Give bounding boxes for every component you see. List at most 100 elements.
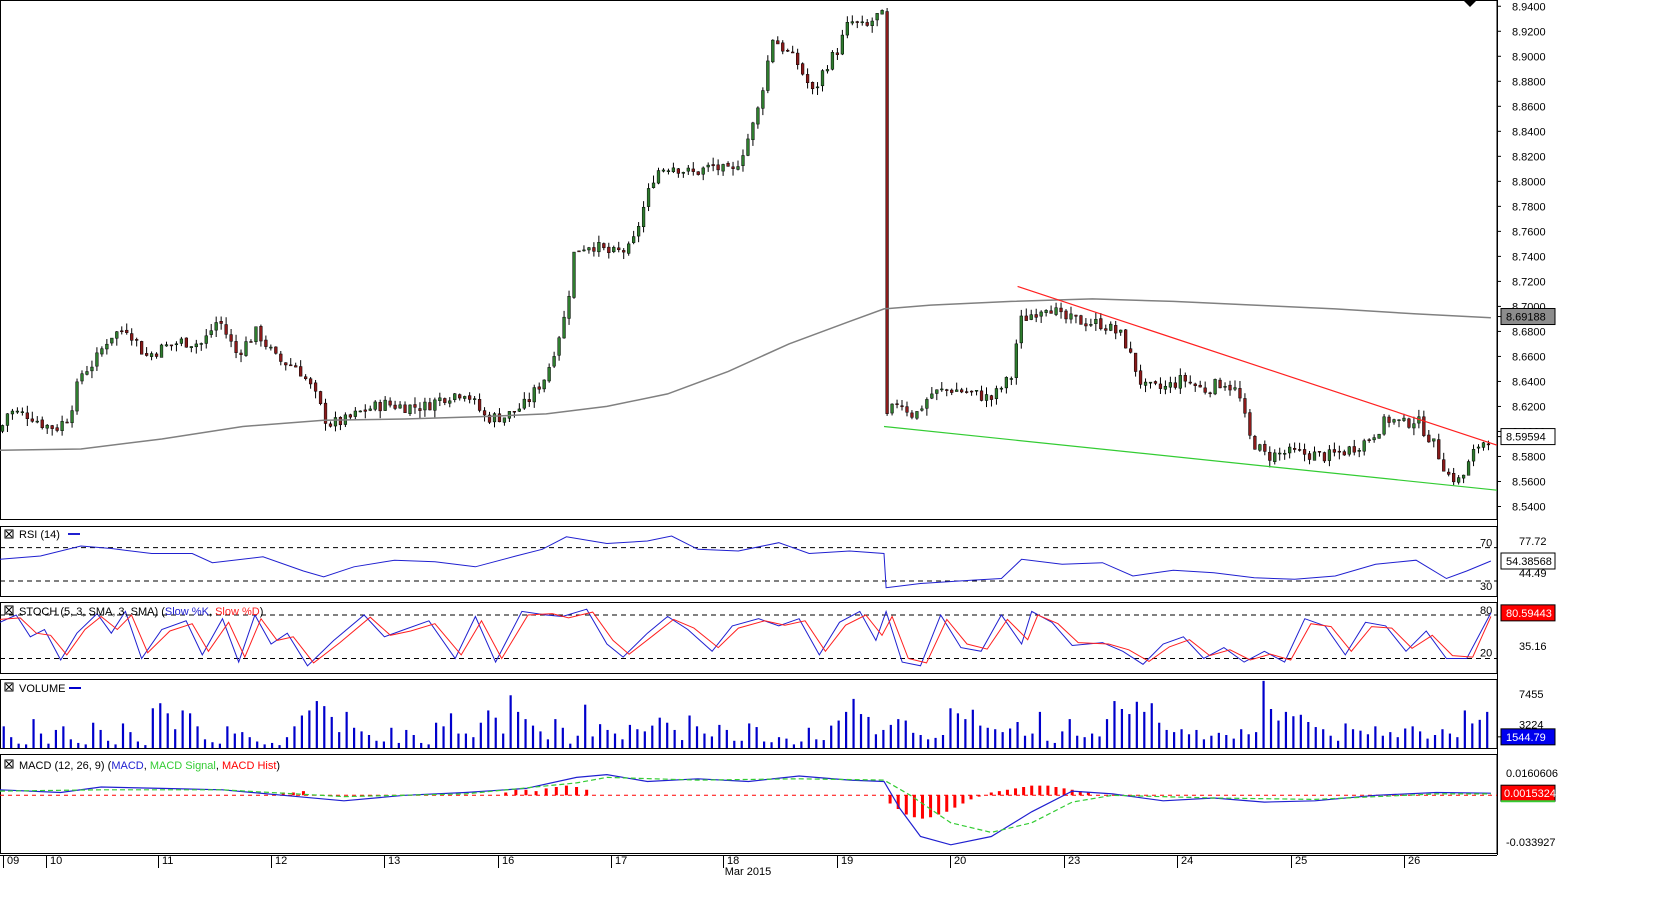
x-tick-label: 09 xyxy=(7,855,19,867)
candle-body xyxy=(487,414,492,423)
macd-legend: MACD (12, 26, 9) (MACD, MACD Signal, MAC… xyxy=(4,759,280,772)
candle-body xyxy=(845,22,849,36)
candle-body xyxy=(25,412,29,419)
candle-body xyxy=(522,398,526,409)
candle-body xyxy=(1377,433,1381,439)
candle-body xyxy=(1317,451,1322,453)
price-tick-label: 8.8400 xyxy=(1512,126,1546,138)
rsi-tick-label: 77.72 xyxy=(1519,536,1547,548)
macd-hist-legend: MACD Hist xyxy=(222,760,276,772)
volume-value-tag xyxy=(1500,728,1556,746)
candle-body xyxy=(820,70,825,87)
candle-body xyxy=(656,170,661,184)
candle-body xyxy=(567,295,571,319)
rsi-tick-label: 44.49 xyxy=(1519,568,1547,580)
candle-body xyxy=(1069,313,1073,320)
candle-body xyxy=(1173,382,1177,388)
candle-body xyxy=(512,411,516,413)
candle-body xyxy=(1288,446,1292,454)
candle-body xyxy=(204,335,208,344)
rsi-toggle-icon[interactable] xyxy=(4,529,14,539)
candle-body xyxy=(1119,329,1123,333)
stoch-d-legend: Slow %D xyxy=(215,606,260,618)
candle-body xyxy=(60,421,64,431)
candle-body xyxy=(154,353,159,357)
candle-body xyxy=(1064,310,1068,320)
candle-body xyxy=(810,82,815,90)
candle-body xyxy=(159,344,164,358)
candle-body xyxy=(50,425,54,429)
candle-body xyxy=(940,388,944,391)
price-tick-label: 8.6600 xyxy=(1512,351,1546,363)
stoch-toggle-icon[interactable] xyxy=(4,605,14,615)
stoch-level-label: 20 xyxy=(1480,648,1492,660)
candle-body xyxy=(1372,437,1376,441)
candle-body xyxy=(1412,423,1416,429)
price-tick-label: 8.9200 xyxy=(1512,26,1546,38)
candle-body xyxy=(304,376,308,379)
volume-toggle-icon[interactable] xyxy=(4,682,14,692)
candle-body xyxy=(393,404,397,409)
x-tick-label: 25 xyxy=(1295,855,1307,867)
candle-body xyxy=(547,367,551,382)
candle-body xyxy=(55,427,59,431)
candle-body xyxy=(706,164,710,168)
candle-body xyxy=(895,403,899,405)
candle-body xyxy=(766,60,770,91)
candle-body xyxy=(5,413,10,426)
candle-body xyxy=(1019,315,1023,344)
candle-body xyxy=(477,399,482,411)
price-tick-label: 8.8000 xyxy=(1512,176,1546,188)
candle-body xyxy=(105,343,109,350)
candle-body xyxy=(80,373,84,382)
candle-body xyxy=(169,344,174,347)
candle-body xyxy=(244,341,248,356)
candle-body xyxy=(979,390,984,401)
candle-body xyxy=(254,326,258,342)
candle-body xyxy=(120,330,124,333)
candle-body xyxy=(572,251,576,298)
candle-body xyxy=(910,412,914,418)
candle-body xyxy=(1104,328,1108,331)
candle-body xyxy=(950,389,954,393)
candle-body xyxy=(1278,452,1282,455)
candle-body xyxy=(1476,446,1481,449)
candle-body xyxy=(1486,443,1491,446)
candle-body xyxy=(363,409,367,412)
close-icon xyxy=(5,683,13,691)
candle-body xyxy=(597,242,601,253)
price-tick-label: 8.8800 xyxy=(1512,76,1546,88)
candle-body xyxy=(776,40,780,45)
candle-body xyxy=(30,418,34,422)
rsi-value-tag xyxy=(1500,552,1556,570)
candle-body xyxy=(1466,461,1471,476)
candle-body xyxy=(999,387,1004,390)
candle-body xyxy=(264,339,268,347)
candle-body xyxy=(746,138,750,156)
candle-body xyxy=(1302,449,1307,455)
candle-body xyxy=(691,168,695,172)
candle-body xyxy=(229,334,233,342)
candle-body xyxy=(1143,381,1148,386)
candle-body xyxy=(830,52,835,70)
price-tick-label: 8.7400 xyxy=(1512,251,1546,263)
candle-body xyxy=(1193,383,1197,386)
candle-body xyxy=(1124,329,1128,349)
macd-toggle-icon[interactable] xyxy=(4,759,14,769)
rsi-line xyxy=(0,535,1492,589)
stoch-panel: 80 20 xyxy=(0,605,1497,667)
candle-body xyxy=(1188,381,1192,384)
candle-body xyxy=(1034,314,1038,318)
candle-body xyxy=(259,326,263,342)
scroll-marker-icon[interactable] xyxy=(1463,0,1477,7)
candle-body xyxy=(125,329,129,333)
candle-body xyxy=(224,324,228,335)
candle-body xyxy=(1009,378,1013,380)
candle-body xyxy=(274,346,278,354)
candle-body xyxy=(532,387,536,403)
candle-body xyxy=(239,352,243,355)
candle-body xyxy=(1432,438,1436,442)
candle-body xyxy=(1307,453,1312,460)
candle-body xyxy=(835,52,840,55)
